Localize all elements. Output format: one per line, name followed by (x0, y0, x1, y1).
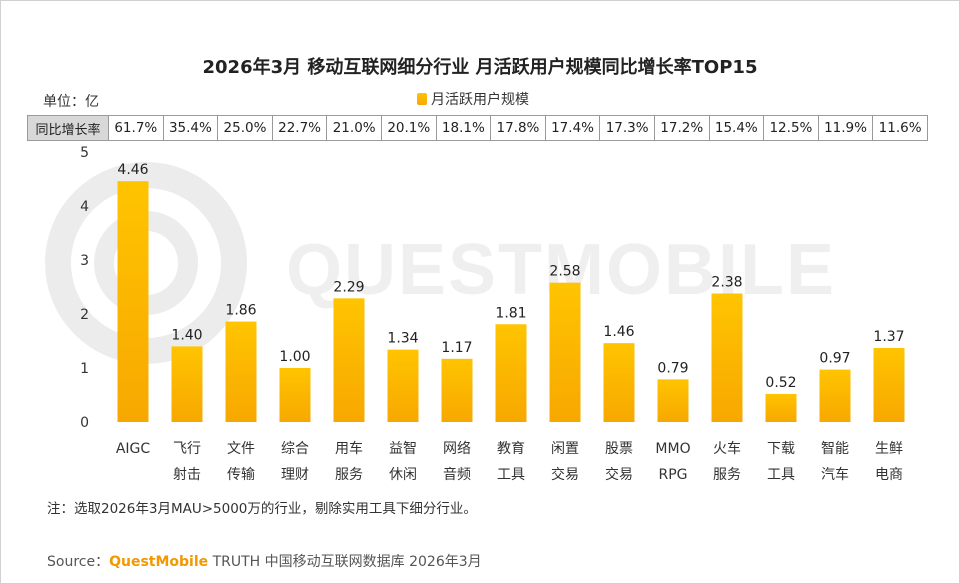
bar-value-label: 1.40 (171, 327, 202, 343)
x-tick-label: AIGC (116, 441, 151, 457)
yoy-cell: 25.0% (217, 115, 273, 141)
x-tick-label: 服务 (335, 467, 363, 483)
x-tick-label: MMO (655, 441, 690, 457)
bar-value-label: 2.58 (549, 264, 580, 280)
source-prefix: Source： (47, 554, 110, 570)
bar (873, 348, 905, 422)
bar-value-label: 1.86 (225, 303, 256, 319)
bar (225, 321, 257, 422)
unit-label: 单位：亿 (43, 94, 99, 110)
source-brand: QuestMobile (109, 554, 209, 570)
x-tick-label: 理财 (281, 467, 309, 483)
x-tick-label: 交易 (551, 466, 579, 483)
yoy-cell: 22.7% (271, 115, 328, 141)
x-tick-label: 股票 (605, 441, 633, 457)
source-suffix: TRUTH 中国移动互联网数据库 2026年3月 (208, 554, 482, 570)
x-tick-label: 电商 (875, 467, 903, 483)
footnote: 注：选取2026年3月MAU>5000万的行业，剔除实用工具下细分行业。 (47, 501, 477, 517)
bar-value-label: 0.97 (819, 351, 850, 367)
bar (117, 181, 149, 422)
bar-value-label: 2.38 (711, 274, 742, 290)
bar-value-label: 4.46 (117, 162, 148, 178)
x-tick-label: 闲置 (551, 441, 579, 457)
legend-label: 月活跃用户规模 (431, 92, 529, 108)
x-tick-label: 益智 (389, 441, 417, 457)
bar-value-label: 0.79 (657, 360, 688, 376)
bar (333, 298, 365, 422)
x-tick-label: 工具 (767, 467, 795, 483)
x-tick-label: 教育 (497, 441, 525, 457)
y-tick-label: 5 (80, 145, 89, 161)
yoy-cell: 15.4% (708, 115, 765, 141)
y-tick-label: 4 (80, 199, 89, 215)
bar (387, 349, 419, 422)
yoy-cell: 11.9% (817, 115, 874, 141)
y-tick-label: 3 (80, 253, 89, 269)
yoy-cell: 18.1% (435, 115, 492, 141)
x-tick-label: 用车 (335, 440, 363, 457)
bar (495, 324, 527, 422)
source-line: Source：QuestMobile TRUTH 中国移动互联网数据库 2026… (47, 551, 482, 571)
bar-value-label: 1.46 (603, 324, 634, 340)
bar (657, 379, 689, 422)
y-tick-label: 2 (80, 307, 89, 323)
yoy-cell: 35.4% (162, 115, 219, 141)
bar-value-label: 1.81 (495, 305, 526, 321)
yoy-cell: 12.5% (763, 115, 819, 141)
yoy-row-label: 同比增长率 (27, 115, 109, 141)
x-tick-label: 智能 (821, 441, 849, 457)
bar (603, 343, 635, 422)
x-tick-label: 休闲 (389, 467, 417, 483)
x-tick-label: 综合 (281, 441, 309, 457)
y-tick-label: 1 (80, 361, 89, 377)
bar-value-label: 0.52 (765, 375, 796, 391)
legend: 月活跃用户规模 (417, 89, 529, 109)
bar (711, 293, 743, 422)
bar (549, 282, 581, 422)
x-tick-label: 生鲜 (875, 441, 903, 457)
y-tick-label: 0 (80, 415, 89, 431)
x-tick-label: 飞行 (173, 441, 201, 457)
x-tick-label: 文件 (227, 441, 255, 457)
x-tick-label: 射击 (173, 467, 201, 483)
yoy-cell: 21.0% (326, 115, 382, 141)
legend-swatch (417, 93, 427, 105)
yoy-cell: 17.4% (544, 115, 601, 141)
bar (171, 346, 203, 422)
bar-value-label: 1.34 (387, 331, 418, 347)
bar (819, 369, 851, 422)
bar (279, 368, 311, 422)
x-tick-label: 网络 (443, 441, 471, 457)
bar-value-label: 1.17 (441, 340, 472, 356)
bar-value-label: 1.00 (279, 349, 310, 365)
yoy-growth-table: 同比增长率 61.7% 35.4% 25.0% 22.7% 21.0% 20.1% 18.1… (27, 115, 928, 141)
bar (441, 358, 473, 422)
yoy-row: 同比增长率 61.7% 35.4% 25.0% 22.7% 21.0% 20.1% 18.1… (27, 115, 928, 141)
yoy-cell: 17.3% (599, 115, 655, 141)
x-tick-label: 交易 (605, 466, 633, 483)
yoy-cell: 61.7% (108, 115, 164, 141)
x-tick-label: 音频 (443, 466, 471, 483)
yoy-cell: 17.8% (490, 115, 546, 141)
bar-value-label: 2.29 (333, 279, 364, 295)
x-tick-label: 工具 (497, 467, 525, 483)
chart-title: 2026年3月 移动互联网细分行业 月活跃用户规模同比增长率TOP15 (202, 57, 758, 78)
x-tick-label: 服务 (713, 467, 741, 483)
x-tick-label: RPG (658, 467, 687, 483)
x-tick-label: 传输 (227, 467, 255, 483)
x-tick-label: 汽车 (821, 466, 849, 483)
yoy-cell: 11.6% (872, 115, 928, 141)
x-tick-label: 火车 (713, 440, 741, 457)
yoy-cell: 17.2% (653, 115, 710, 141)
bar (765, 393, 797, 422)
bar-value-label: 1.37 (873, 329, 904, 345)
x-tick-label: 下载 (767, 441, 795, 457)
